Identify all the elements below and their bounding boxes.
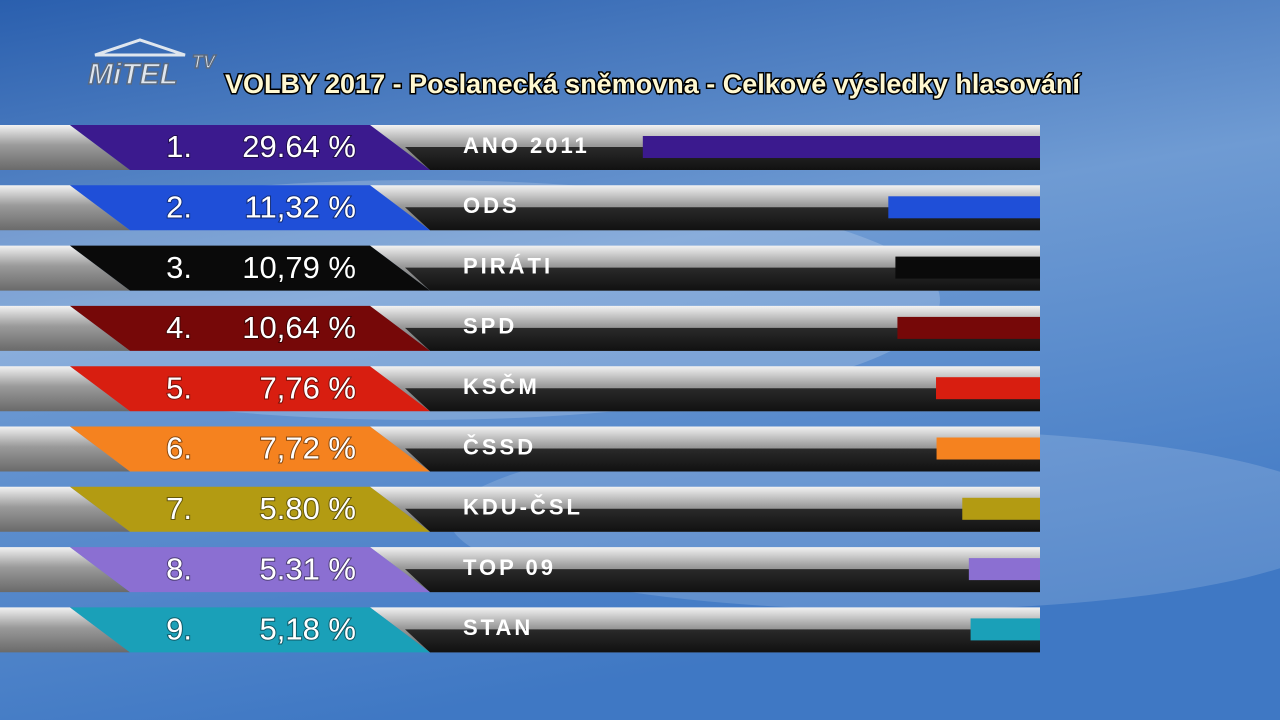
- row-track-dark: [405, 508, 1040, 532]
- bar: [970, 618, 1040, 641]
- bar: [968, 558, 1040, 581]
- row-color-band: [70, 366, 430, 412]
- rank: 3.: [166, 250, 192, 285]
- bar: [962, 497, 1040, 520]
- bar: [897, 316, 1040, 339]
- row-color-band: [70, 486, 430, 532]
- row-track-dark: [405, 629, 1040, 653]
- row-left-strip: [0, 245, 130, 291]
- rank: 5.: [166, 370, 192, 405]
- bar: [936, 377, 1040, 400]
- value-label: 7,76 %: [259, 370, 356, 405]
- value-label: 10,64 %: [242, 310, 356, 345]
- result-row: 9. 5,18 % STAN: [0, 607, 1040, 653]
- logo-name: MiTEL: [88, 58, 178, 91]
- logo-suffix: TV: [192, 52, 217, 72]
- row-left-strip: [0, 305, 130, 351]
- chart-title: VOLBY 2017 - Poslanecká sněmovna - Celko…: [225, 69, 1081, 99]
- value-label: 10,79 %: [242, 250, 356, 285]
- row-track-dark: [405, 327, 1040, 351]
- result-row: 7. 5.80 % KDU-ČSL: [0, 486, 1040, 532]
- row-left-strip: [0, 426, 130, 472]
- row-left-strip: [0, 547, 130, 593]
- result-row: 2. 11,32 % ODS: [0, 185, 1040, 231]
- rank: 9.: [166, 612, 192, 647]
- rank: 1.: [166, 129, 192, 164]
- party-name: STAN: [463, 615, 533, 640]
- value-label: 5.31 %: [259, 551, 356, 586]
- row-track-dark: [405, 207, 1040, 231]
- row-track-dark: [405, 569, 1040, 593]
- row-left-strip: [0, 185, 130, 231]
- row-left-strip: [0, 125, 130, 170]
- bar: [888, 196, 1040, 219]
- row-left-strip: [0, 607, 130, 653]
- row-color-band: [70, 245, 430, 291]
- value-label: 7,72 %: [259, 431, 356, 466]
- rank: 7.: [166, 491, 192, 526]
- row-color-band: [70, 185, 430, 231]
- row-color-band: [70, 305, 430, 351]
- logo-roof: [94, 38, 186, 57]
- rank: 8.: [166, 551, 192, 586]
- bar: [642, 136, 1040, 158]
- cloud: [0, 180, 940, 420]
- party-name: KSČM: [463, 374, 540, 399]
- result-row: 5. 7,76 % KSČM: [0, 366, 1040, 412]
- row-color-band: [70, 125, 430, 170]
- party-name: ANO 2011: [463, 133, 590, 158]
- value-label: 5.80 %: [259, 491, 356, 526]
- row-track-dark: [405, 267, 1040, 291]
- party-name: ČSSD: [463, 434, 536, 459]
- result-row: 4. 10,64 % SPD: [0, 305, 1040, 351]
- row-left-strip: [0, 486, 130, 532]
- rows: 1. 29.64 % ANO 2011 2. 11,32 % ODS 3. 10,79 % PI…: [0, 125, 1040, 653]
- row-left-strip: [0, 366, 130, 412]
- row-track-dark: [405, 448, 1040, 472]
- value-label: 5,18 %: [259, 612, 356, 647]
- bar: [895, 256, 1040, 279]
- party-name: PIRÁTI: [463, 253, 553, 278]
- rank: 4.: [166, 310, 192, 345]
- bar: [936, 437, 1040, 460]
- result-row: 8. 5.31 % TOP 09: [0, 547, 1040, 593]
- rank: 6.: [166, 431, 192, 466]
- row-color-band: [70, 426, 430, 472]
- row-color-band: [70, 547, 430, 593]
- party-name: SPD: [463, 314, 517, 339]
- result-row: 3. 10,79 % PIRÁTI: [0, 245, 1040, 291]
- row-color-band: [70, 607, 430, 653]
- rank: 2.: [166, 189, 192, 224]
- row-track-dark: [405, 388, 1040, 412]
- value-label: 29.64 %: [242, 129, 356, 164]
- party-name: TOP 09: [463, 555, 556, 580]
- value-label: 11,32 %: [245, 189, 356, 224]
- party-name: KDU-ČSL: [463, 495, 583, 520]
- result-row: 6. 7,72 % ČSSD: [0, 426, 1040, 472]
- party-name: ODS: [463, 193, 520, 218]
- logo: MiTEL TV: [87, 38, 218, 92]
